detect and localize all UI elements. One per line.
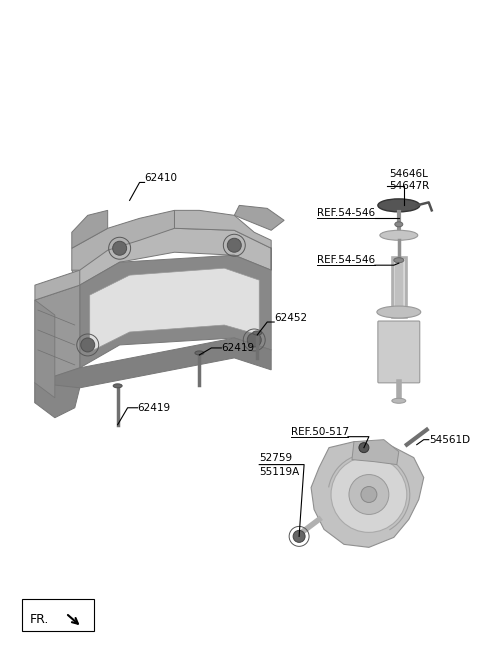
Text: 62452: 62452 [274, 313, 307, 323]
Text: 54647R: 54647R [389, 181, 429, 191]
Bar [22, 599, 94, 631]
Ellipse shape [378, 199, 420, 212]
Polygon shape [72, 210, 108, 248]
Circle shape [349, 474, 389, 514]
Text: 62419: 62419 [221, 343, 254, 353]
Ellipse shape [195, 351, 204, 355]
Text: 54646L: 54646L [389, 170, 428, 179]
Polygon shape [72, 210, 175, 270]
FancyBboxPatch shape [378, 321, 420, 383]
Polygon shape [80, 255, 271, 368]
Ellipse shape [394, 258, 404, 263]
Circle shape [361, 487, 377, 503]
Text: FR.: FR. [30, 612, 49, 625]
Circle shape [81, 338, 95, 352]
Polygon shape [90, 268, 259, 352]
Polygon shape [311, 442, 424, 547]
Polygon shape [352, 440, 399, 464]
Circle shape [247, 333, 261, 347]
Text: 52759: 52759 [259, 453, 292, 463]
Circle shape [359, 443, 369, 453]
Polygon shape [35, 285, 80, 383]
Text: REF.50-517: REF.50-517 [291, 426, 349, 437]
Ellipse shape [392, 398, 406, 403]
Polygon shape [35, 270, 80, 300]
Polygon shape [35, 300, 55, 397]
Text: 54561D: 54561D [429, 435, 470, 445]
Polygon shape [234, 206, 284, 231]
Polygon shape [35, 338, 271, 403]
Ellipse shape [377, 306, 421, 318]
Polygon shape [72, 228, 271, 285]
Text: 62410: 62410 [144, 173, 178, 183]
Circle shape [293, 530, 305, 543]
Ellipse shape [395, 222, 403, 227]
Text: REF.54-546: REF.54-546 [317, 255, 375, 265]
Circle shape [331, 457, 407, 532]
Ellipse shape [380, 231, 418, 240]
Text: 62419: 62419 [138, 403, 171, 413]
Polygon shape [35, 383, 80, 418]
Circle shape [228, 238, 241, 252]
Ellipse shape [113, 384, 122, 388]
Ellipse shape [253, 331, 262, 335]
Polygon shape [175, 210, 271, 270]
Text: REF.54-546: REF.54-546 [317, 208, 375, 218]
Text: 55119A: 55119A [259, 466, 300, 476]
Circle shape [113, 241, 127, 255]
